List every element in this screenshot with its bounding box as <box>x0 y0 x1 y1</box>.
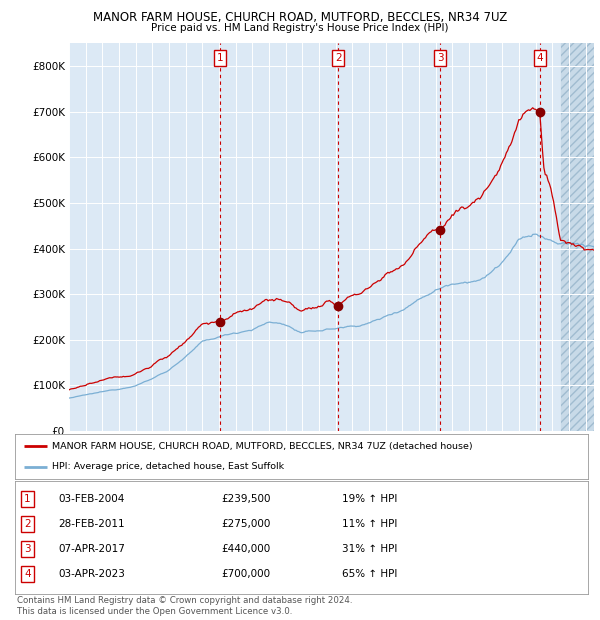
Text: £239,500: £239,500 <box>221 494 271 504</box>
Text: 31% ↑ HPI: 31% ↑ HPI <box>341 544 397 554</box>
Text: £700,000: £700,000 <box>221 569 271 578</box>
Text: 2: 2 <box>335 53 341 63</box>
Text: 2: 2 <box>24 519 31 529</box>
Text: 1: 1 <box>217 53 224 63</box>
Text: 28-FEB-2011: 28-FEB-2011 <box>58 519 125 529</box>
Text: £440,000: £440,000 <box>221 544 271 554</box>
Text: Contains HM Land Registry data © Crown copyright and database right 2024.
This d: Contains HM Land Registry data © Crown c… <box>17 596 352 616</box>
Text: 3: 3 <box>24 544 31 554</box>
Text: 4: 4 <box>24 569 31 578</box>
Text: £275,000: £275,000 <box>221 519 271 529</box>
Text: 03-APR-2023: 03-APR-2023 <box>58 569 125 578</box>
Text: 07-APR-2017: 07-APR-2017 <box>58 544 125 554</box>
Text: 11% ↑ HPI: 11% ↑ HPI <box>341 519 397 529</box>
Bar <box>560 43 594 431</box>
Text: 1: 1 <box>24 494 31 504</box>
Text: Price paid vs. HM Land Registry's House Price Index (HPI): Price paid vs. HM Land Registry's House … <box>151 23 449 33</box>
Text: 65% ↑ HPI: 65% ↑ HPI <box>341 569 397 578</box>
Text: 19% ↑ HPI: 19% ↑ HPI <box>341 494 397 504</box>
Text: 3: 3 <box>437 53 443 63</box>
Text: MANOR FARM HOUSE, CHURCH ROAD, MUTFORD, BECCLES, NR34 7UZ: MANOR FARM HOUSE, CHURCH ROAD, MUTFORD, … <box>93 11 507 24</box>
Text: HPI: Average price, detached house, East Suffolk: HPI: Average price, detached house, East… <box>52 462 284 471</box>
Text: MANOR FARM HOUSE, CHURCH ROAD, MUTFORD, BECCLES, NR34 7UZ (detached house): MANOR FARM HOUSE, CHURCH ROAD, MUTFORD, … <box>52 441 473 451</box>
Text: 4: 4 <box>536 53 543 63</box>
Bar <box>560 43 594 431</box>
Text: 03-FEB-2004: 03-FEB-2004 <box>58 494 124 504</box>
